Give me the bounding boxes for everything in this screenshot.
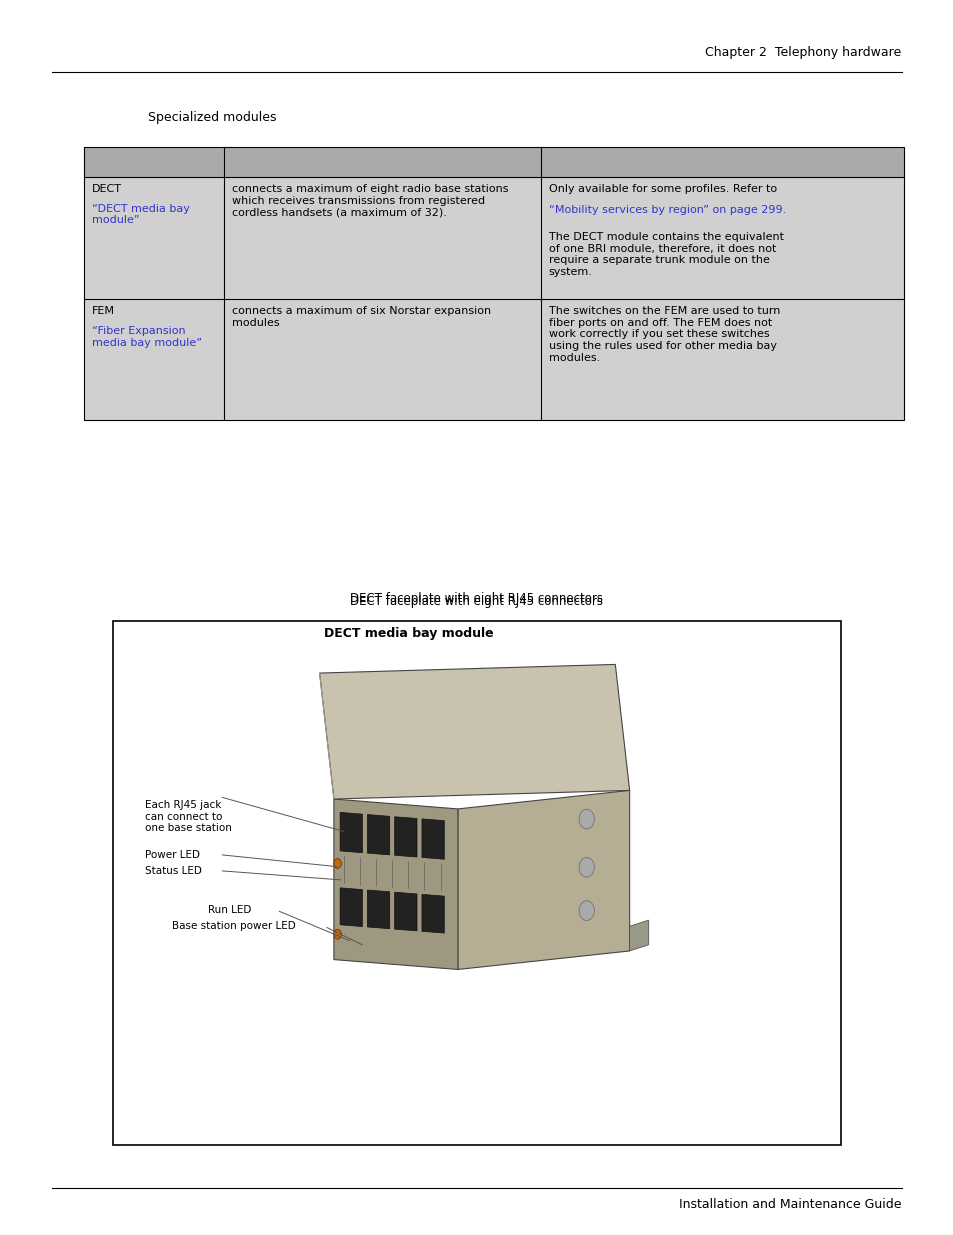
Polygon shape — [319, 664, 629, 799]
Polygon shape — [395, 892, 416, 931]
Circle shape — [334, 929, 341, 939]
Text: connects a maximum of six Norstar expansion
modules: connects a maximum of six Norstar expans… — [232, 306, 491, 327]
Polygon shape — [334, 799, 457, 969]
Text: connects a maximum of eight radio base stations
which receives transmissions fro: connects a maximum of eight radio base s… — [232, 184, 508, 217]
Circle shape — [578, 857, 594, 877]
Text: Chapter 2  Telephony hardware: Chapter 2 Telephony hardware — [704, 46, 901, 59]
Polygon shape — [421, 894, 444, 934]
Polygon shape — [367, 890, 389, 929]
Text: Base station power LED: Base station power LED — [172, 921, 295, 931]
Text: Only available for some profiles. Refer to: Only available for some profiles. Refer … — [548, 184, 776, 194]
Text: Specialized modules: Specialized modules — [148, 110, 276, 124]
Text: Run LED: Run LED — [208, 905, 251, 915]
Text: DECT faceplate with eight RJ45 connectors: DECT faceplate with eight RJ45 connector… — [350, 592, 603, 605]
Circle shape — [578, 809, 594, 829]
Bar — [84, 147, 903, 177]
Text: “DECT media bay
module”: “DECT media bay module” — [91, 204, 190, 225]
Bar — [84, 177, 903, 299]
Circle shape — [334, 858, 341, 868]
Polygon shape — [367, 815, 389, 855]
Text: The switches on the FEM are used to turn
fiber ports on and off. The FEM does no: The switches on the FEM are used to turn… — [548, 306, 780, 363]
Text: Each RJ45 jack
can connect to
one base station: Each RJ45 jack can connect to one base s… — [145, 800, 232, 834]
Polygon shape — [457, 790, 629, 969]
Text: DECT faceplate with eight RJ45 connectors: DECT faceplate with eight RJ45 connector… — [350, 594, 603, 608]
Text: “Fiber Expansion
media bay module”: “Fiber Expansion media bay module” — [91, 326, 201, 347]
Circle shape — [578, 900, 594, 920]
Text: Status LED: Status LED — [145, 866, 202, 876]
Polygon shape — [629, 920, 648, 951]
Polygon shape — [339, 888, 362, 926]
Text: DECT: DECT — [91, 184, 121, 194]
Bar — [84, 299, 903, 420]
Text: Power LED: Power LED — [145, 850, 200, 860]
Bar — [112, 621, 841, 1145]
Text: DECT media bay module: DECT media bay module — [324, 626, 494, 640]
Polygon shape — [421, 819, 444, 860]
Text: FEM: FEM — [91, 306, 114, 316]
Text: The DECT module contains the equivalent
of one BRI module, therefore, it does no: The DECT module contains the equivalent … — [548, 232, 782, 277]
Bar — [84, 147, 903, 420]
Polygon shape — [395, 816, 416, 857]
Text: Installation and Maintenance Guide: Installation and Maintenance Guide — [679, 1198, 901, 1212]
Polygon shape — [339, 813, 362, 852]
Text: “Mobility services by region” on page 299.: “Mobility services by region” on page 29… — [548, 205, 785, 215]
